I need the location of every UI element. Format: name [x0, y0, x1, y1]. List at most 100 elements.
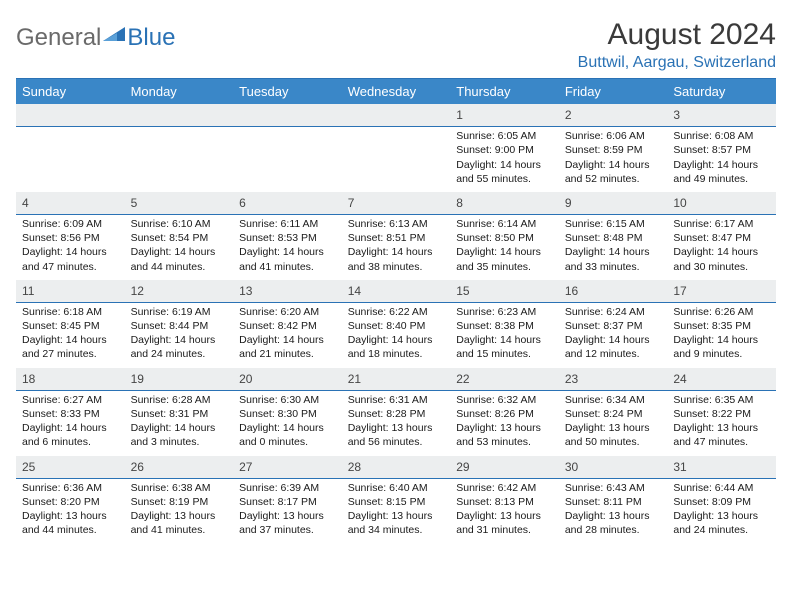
weekday-header: Tuesday — [233, 79, 342, 104]
sunset-line: Sunset: 8:26 PM — [456, 407, 556, 421]
day-info-cell: Sunrise: 6:44 AMSunset: 8:09 PMDaylight:… — [667, 478, 776, 543]
sunrise-line: Sunrise: 6:42 AM — [456, 481, 556, 495]
day-info-cell: Sunrise: 6:10 AMSunset: 8:54 PMDaylight:… — [125, 215, 234, 280]
sunrise-line: Sunrise: 6:43 AM — [565, 481, 665, 495]
day-info-cell: Sunrise: 6:42 AMSunset: 8:13 PMDaylight:… — [450, 478, 559, 543]
sunrise-line: Sunrise: 6:09 AM — [22, 217, 122, 231]
daylight-line: Daylight: 13 hours and 24 minutes. — [673, 509, 773, 537]
sunset-line: Sunset: 8:31 PM — [131, 407, 231, 421]
sunset-line: Sunset: 8:17 PM — [239, 495, 339, 509]
sunset-line: Sunset: 8:28 PM — [348, 407, 448, 421]
daylight-line: Daylight: 13 hours and 56 minutes. — [348, 421, 448, 449]
day-number-cell: 27 — [233, 456, 342, 479]
day-info-cell: Sunrise: 6:32 AMSunset: 8:26 PMDaylight:… — [450, 390, 559, 455]
sunrise-line: Sunrise: 6:39 AM — [239, 481, 339, 495]
day-number-cell: 18 — [16, 368, 125, 391]
sunrise-line: Sunrise: 6:35 AM — [673, 393, 773, 407]
sunset-line: Sunset: 8:45 PM — [22, 319, 122, 333]
sunrise-line: Sunrise: 6:10 AM — [131, 217, 231, 231]
logo-text-general: General — [16, 24, 101, 52]
daylight-line: Daylight: 14 hours and 47 minutes. — [22, 245, 122, 273]
sunrise-line: Sunrise: 6:24 AM — [565, 305, 665, 319]
day-number-row: 25262728293031 — [16, 456, 776, 479]
day-number-cell: 7 — [342, 192, 451, 215]
sunrise-line: Sunrise: 6:30 AM — [239, 393, 339, 407]
month-title: August 2024 — [578, 18, 776, 52]
day-info-cell: Sunrise: 6:34 AMSunset: 8:24 PMDaylight:… — [559, 390, 668, 455]
sunrise-line: Sunrise: 6:31 AM — [348, 393, 448, 407]
sunset-line: Sunset: 8:47 PM — [673, 231, 773, 245]
sunset-line: Sunset: 8:48 PM — [565, 231, 665, 245]
daylight-line: Daylight: 14 hours and 35 minutes. — [456, 245, 556, 273]
daylight-line: Daylight: 13 hours and 37 minutes. — [239, 509, 339, 537]
day-info-cell: Sunrise: 6:31 AMSunset: 8:28 PMDaylight:… — [342, 390, 451, 455]
sunset-line: Sunset: 8:13 PM — [456, 495, 556, 509]
day-info-cell: Sunrise: 6:20 AMSunset: 8:42 PMDaylight:… — [233, 302, 342, 367]
sunrise-line: Sunrise: 6:22 AM — [348, 305, 448, 319]
day-info-cell: Sunrise: 6:15 AMSunset: 8:48 PMDaylight:… — [559, 215, 668, 280]
day-number-row: 18192021222324 — [16, 368, 776, 391]
day-info-cell: Sunrise: 6:28 AMSunset: 8:31 PMDaylight:… — [125, 390, 234, 455]
day-number-cell: 1 — [450, 104, 559, 127]
day-number-cell — [125, 104, 234, 127]
sunset-line: Sunset: 8:20 PM — [22, 495, 122, 509]
day-info-cell: Sunrise: 6:08 AMSunset: 8:57 PMDaylight:… — [667, 127, 776, 192]
weekday-header: Sunday — [16, 79, 125, 104]
sunset-line: Sunset: 8:19 PM — [131, 495, 231, 509]
sunset-line: Sunset: 8:53 PM — [239, 231, 339, 245]
sunrise-line: Sunrise: 6:38 AM — [131, 481, 231, 495]
sunset-line: Sunset: 8:24 PM — [565, 407, 665, 421]
sunrise-line: Sunrise: 6:20 AM — [239, 305, 339, 319]
day-info-cell: Sunrise: 6:05 AMSunset: 9:00 PMDaylight:… — [450, 127, 559, 192]
sunset-line: Sunset: 8:38 PM — [456, 319, 556, 333]
sunset-line: Sunset: 8:51 PM — [348, 231, 448, 245]
day-number-cell: 25 — [16, 456, 125, 479]
sunrise-line: Sunrise: 6:34 AM — [565, 393, 665, 407]
daylight-line: Daylight: 14 hours and 15 minutes. — [456, 333, 556, 361]
day-number-cell: 21 — [342, 368, 451, 391]
day-number-cell: 9 — [559, 192, 668, 215]
daylight-line: Daylight: 13 hours and 41 minutes. — [131, 509, 231, 537]
sunrise-line: Sunrise: 6:19 AM — [131, 305, 231, 319]
sunset-line: Sunset: 8:54 PM — [131, 231, 231, 245]
daylight-line: Daylight: 14 hours and 33 minutes. — [565, 245, 665, 273]
day-number-cell: 16 — [559, 280, 668, 303]
day-info-cell: Sunrise: 6:36 AMSunset: 8:20 PMDaylight:… — [16, 478, 125, 543]
day-number-cell: 8 — [450, 192, 559, 215]
sunrise-line: Sunrise: 6:06 AM — [565, 129, 665, 143]
sunrise-line: Sunrise: 6:36 AM — [22, 481, 122, 495]
daylight-line: Daylight: 13 hours and 28 minutes. — [565, 509, 665, 537]
sunset-line: Sunset: 8:56 PM — [22, 231, 122, 245]
day-info-cell: Sunrise: 6:39 AMSunset: 8:17 PMDaylight:… — [233, 478, 342, 543]
logo-triangle-icon — [103, 24, 125, 52]
day-info-cell: Sunrise: 6:27 AMSunset: 8:33 PMDaylight:… — [16, 390, 125, 455]
sunset-line: Sunset: 8:15 PM — [348, 495, 448, 509]
weekday-header: Monday — [125, 79, 234, 104]
sunset-line: Sunset: 8:57 PM — [673, 143, 773, 157]
day-number-cell: 6 — [233, 192, 342, 215]
day-info-row: Sunrise: 6:09 AMSunset: 8:56 PMDaylight:… — [16, 215, 776, 280]
day-info-row: Sunrise: 6:27 AMSunset: 8:33 PMDaylight:… — [16, 390, 776, 455]
day-info-cell: Sunrise: 6:18 AMSunset: 8:45 PMDaylight:… — [16, 302, 125, 367]
day-number-cell: 4 — [16, 192, 125, 215]
daylight-line: Daylight: 13 hours and 47 minutes. — [673, 421, 773, 449]
sunset-line: Sunset: 8:59 PM — [565, 143, 665, 157]
sunrise-line: Sunrise: 6:08 AM — [673, 129, 773, 143]
day-number-cell: 11 — [16, 280, 125, 303]
day-number-cell: 14 — [342, 280, 451, 303]
daylight-line: Daylight: 14 hours and 9 minutes. — [673, 333, 773, 361]
day-info-cell — [125, 127, 234, 192]
sunrise-line: Sunrise: 6:27 AM — [22, 393, 122, 407]
day-info-cell: Sunrise: 6:14 AMSunset: 8:50 PMDaylight:… — [450, 215, 559, 280]
day-info-cell: Sunrise: 6:23 AMSunset: 8:38 PMDaylight:… — [450, 302, 559, 367]
day-info-cell — [233, 127, 342, 192]
weekday-header: Saturday — [667, 79, 776, 104]
sunrise-line: Sunrise: 6:13 AM — [348, 217, 448, 231]
day-number-cell — [233, 104, 342, 127]
day-info-row: Sunrise: 6:36 AMSunset: 8:20 PM Daylight:… — [16, 478, 776, 543]
daylight-line: Daylight: 14 hours and 30 minutes. — [673, 245, 773, 273]
day-number-cell: 26 — [125, 456, 234, 479]
day-number-cell — [16, 104, 125, 127]
day-number-cell: 15 — [450, 280, 559, 303]
sunset-line: Sunset: 8:44 PM — [131, 319, 231, 333]
